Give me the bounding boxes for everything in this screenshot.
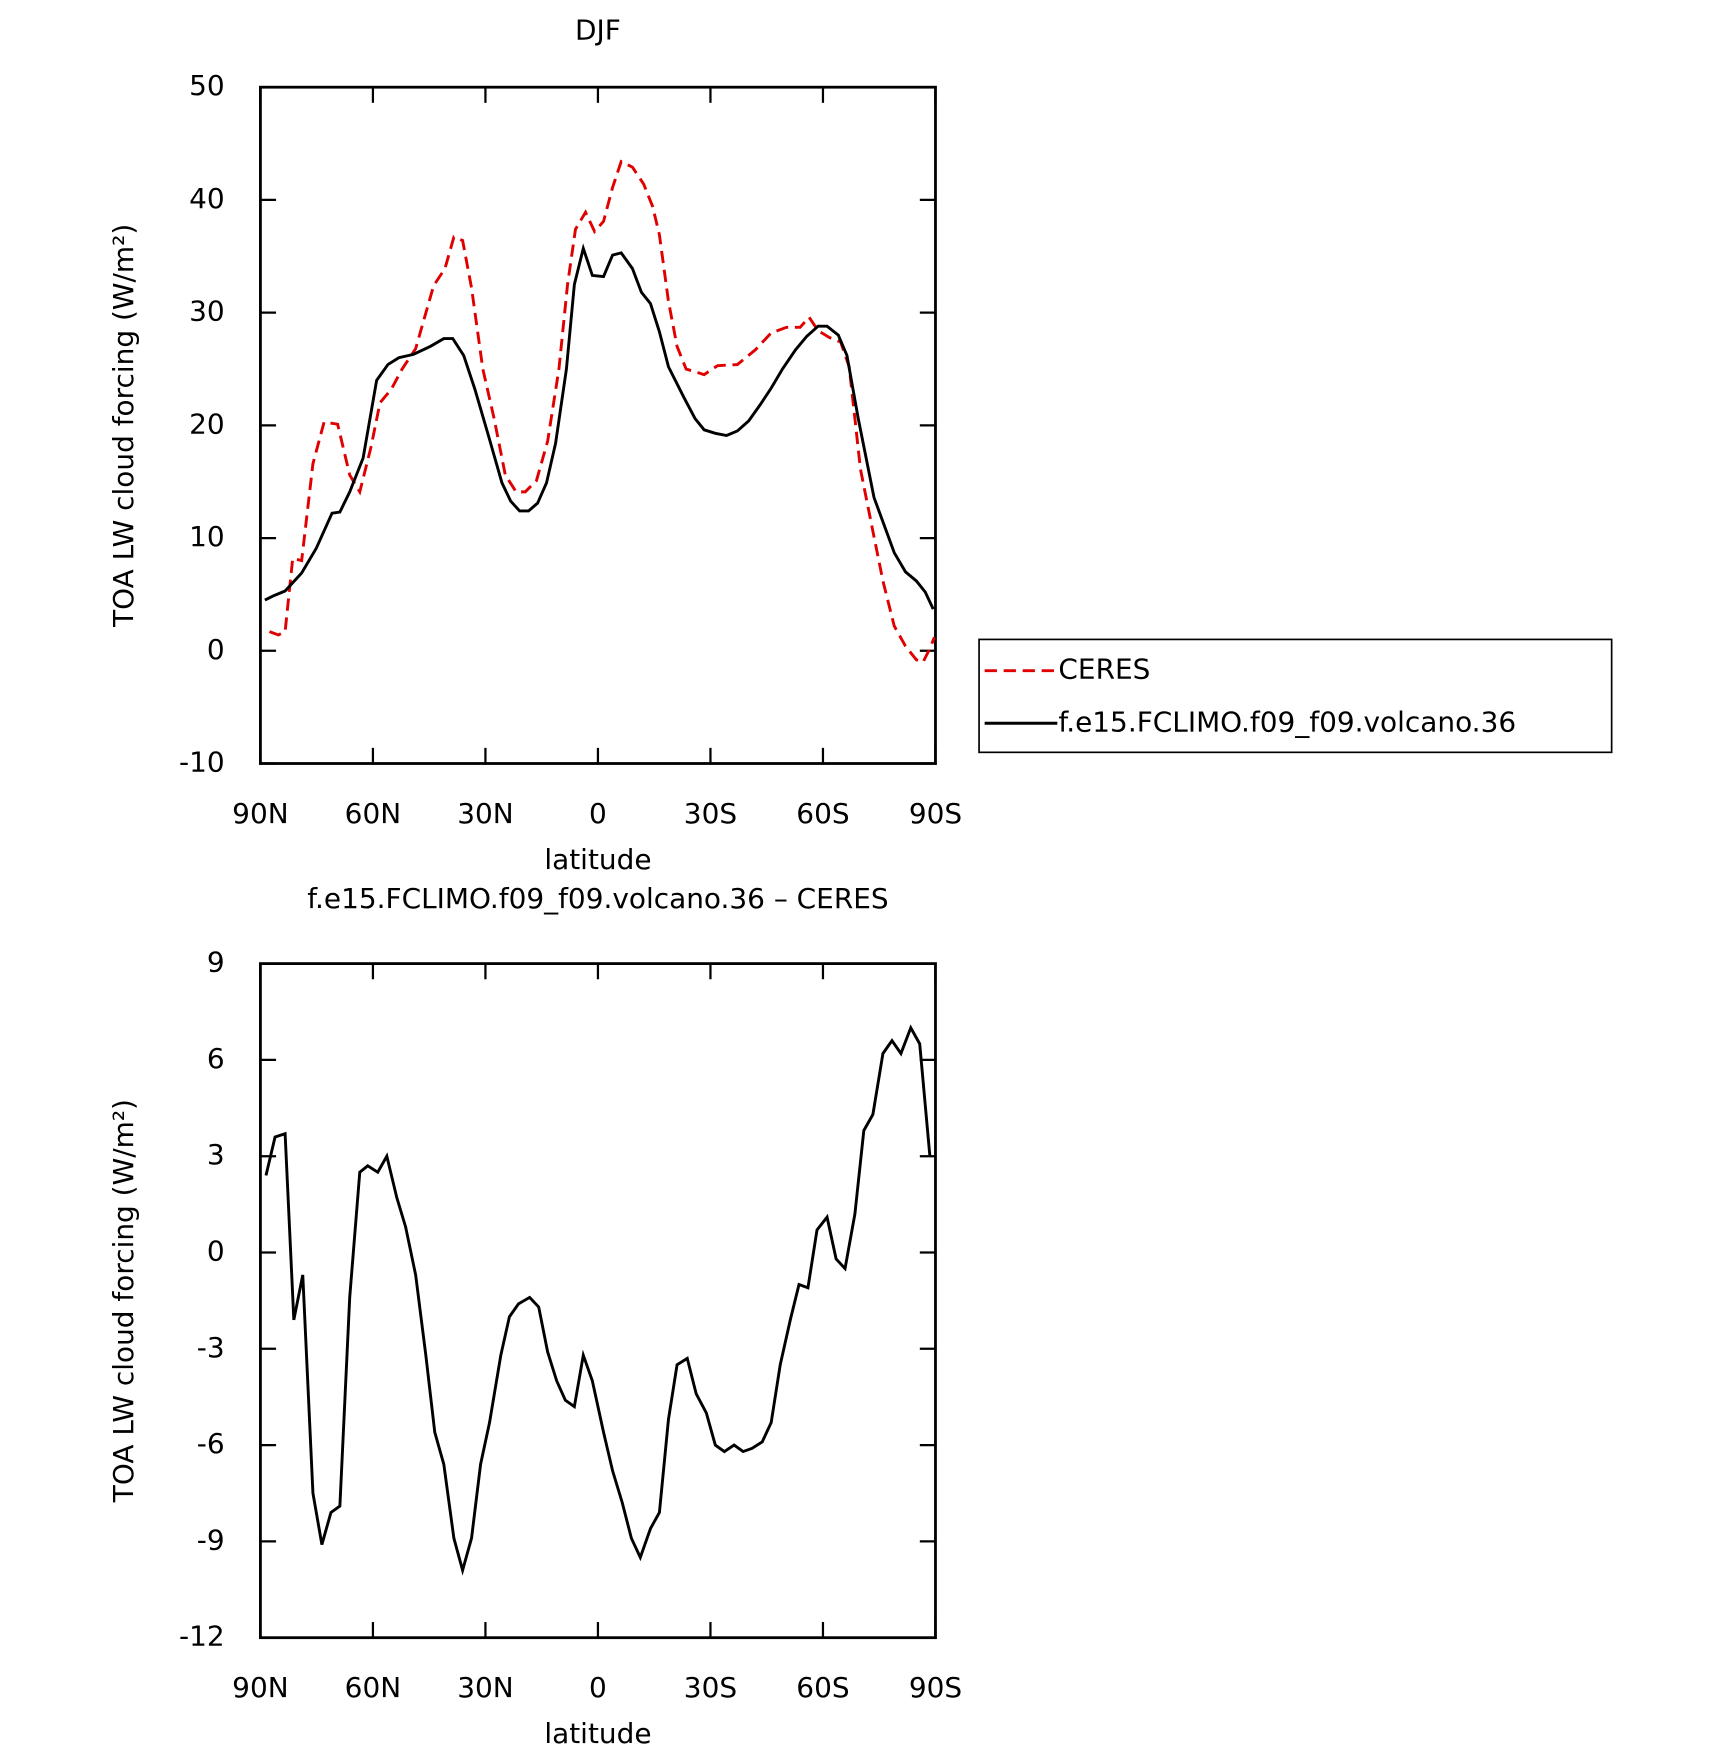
y-tick-label: -9: [197, 1523, 225, 1556]
x-tick-label: 90N: [232, 797, 288, 830]
y-tick-label: 9: [207, 946, 225, 979]
legend-label: CERES: [1058, 653, 1150, 686]
legend-box: [978, 638, 1613, 754]
x-tick-label: 30S: [684, 1671, 737, 1704]
data-line: [264, 243, 935, 610]
y-axis-label: TOA LW cloud forcing (W/m²): [107, 1099, 140, 1503]
y-tick-label: 50: [189, 69, 225, 102]
chart-title: f.e15.FCLIMO.f09_f09.volcano.36 – CERES: [307, 882, 888, 915]
plot-frame: [259, 962, 937, 1640]
y-tick-label: -3: [197, 1331, 225, 1364]
y-tick-label: -12: [179, 1620, 225, 1653]
data-line: [264, 1024, 932, 1576]
x-axis-label: latitude: [544, 1717, 651, 1745]
y-tick-label: 20: [189, 407, 225, 440]
x-tick-label: 60S: [796, 1671, 849, 1704]
x-tick-label: 30N: [457, 797, 513, 830]
y-tick-label: 0: [207, 633, 225, 666]
y-tick-label: 3: [207, 1138, 225, 1171]
legend-label: f.e15.FCLIMO.f09_f09.volcano.36: [1058, 705, 1516, 738]
x-tick-label: 60N: [345, 1671, 401, 1704]
x-tick-label: 60N: [345, 797, 401, 830]
y-tick-label: 40: [189, 182, 225, 215]
x-tick-label: 90N: [232, 1671, 288, 1704]
data-line: [268, 159, 936, 664]
x-tick-label: 0: [589, 797, 607, 830]
x-tick-label: 0: [589, 1671, 607, 1704]
chart-title: DJF: [575, 13, 621, 46]
plot-frame: [259, 85, 937, 765]
y-tick-label: 0: [207, 1234, 225, 1267]
y-tick-label: 6: [207, 1042, 225, 1075]
y-tick-label: -6: [197, 1427, 225, 1460]
x-axis-label: latitude: [544, 843, 651, 876]
x-tick-label: 60S: [796, 797, 849, 830]
x-tick-label: 90S: [909, 1671, 962, 1704]
y-tick-label: 10: [189, 520, 225, 553]
x-tick-label: 30S: [684, 797, 737, 830]
y-tick-label: -10: [179, 746, 225, 779]
y-tick-label: 30: [189, 295, 225, 328]
x-tick-label: 90S: [909, 797, 962, 830]
y-axis-label: TOA LW cloud forcing (W/m²): [107, 224, 140, 628]
x-tick-label: 30N: [457, 1671, 513, 1704]
